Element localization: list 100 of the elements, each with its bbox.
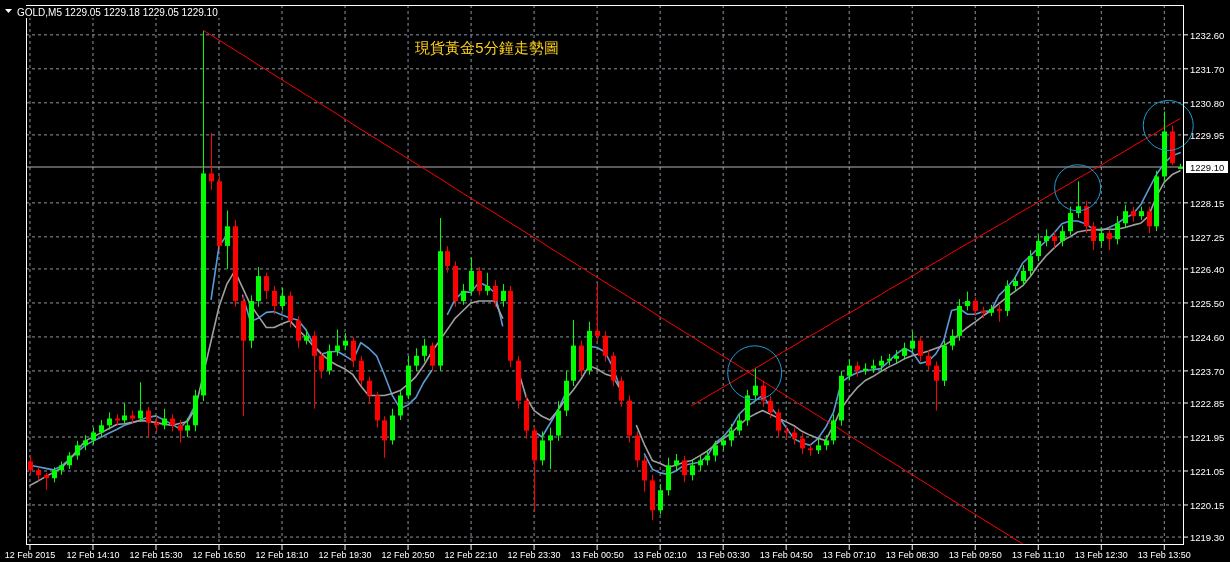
y-tick-label: 1221.05	[1190, 465, 1225, 477]
candlestick	[595, 283, 600, 342]
candlestick	[477, 266, 482, 296]
candlestick	[800, 432, 805, 455]
y-tick-label: 1225.50	[1190, 297, 1225, 309]
candlestick	[1099, 226, 1104, 247]
x-tick-label: 12 Feb 2015	[4, 550, 56, 560]
y-tick-label: 1223.70	[1190, 365, 1225, 377]
x-tick-label: 12 Feb 14:10	[66, 550, 120, 560]
candlestick	[1123, 204, 1128, 228]
y-tick-label: 1230.80	[1190, 97, 1225, 109]
candlestick	[209, 132, 214, 191]
candlestick	[319, 351, 324, 379]
candlestick	[115, 413, 120, 427]
candlestick	[926, 349, 931, 372]
candlestick	[414, 347, 419, 372]
candlestick	[28, 455, 33, 476]
candlestick	[501, 283, 506, 308]
candlestick	[264, 272, 269, 300]
x-tick-label: 12 Feb 23:30	[507, 550, 561, 560]
candlestick	[1060, 225, 1065, 247]
candlestick	[768, 394, 773, 419]
candlestick	[658, 483, 663, 515]
candlestick	[398, 389, 403, 421]
candlestick	[312, 330, 317, 410]
candlestick	[1107, 228, 1112, 251]
x-tick-label: 13 Feb 11:10	[1012, 550, 1065, 560]
candlestick	[469, 257, 474, 296]
x-tick-label: 12 Feb 18:10	[255, 550, 309, 560]
x-tick-label: 13 Feb 12:30	[1074, 550, 1128, 560]
candlestick	[965, 291, 970, 311]
x-tick-label: 13 Feb 03:30	[696, 550, 750, 560]
candlestick	[493, 279, 498, 308]
candlestick	[934, 360, 939, 412]
candlestick	[485, 272, 490, 296]
candlestick	[367, 376, 372, 404]
candlestick	[122, 402, 127, 425]
y-tick-label: 1220.15	[1190, 499, 1225, 511]
ref-line-label: 1229.10	[1190, 162, 1225, 173]
candlestick	[1115, 215, 1120, 245]
candlestick	[146, 406, 151, 438]
candlestick	[910, 330, 915, 353]
candlestick	[422, 338, 427, 362]
chart-subtitle: GOLD,M5 1229.05 1229.18 1229.05 1229.10	[17, 7, 219, 18]
candlestick	[351, 336, 356, 368]
candlestick	[973, 296, 978, 317]
candlestick	[225, 209, 230, 270]
x-tick-label: 12 Feb 20:50	[381, 550, 435, 560]
candlestick	[690, 459, 695, 481]
candlestick	[327, 343, 332, 376]
candlestick	[461, 283, 466, 306]
candlestick	[178, 419, 183, 444]
candlestick	[296, 315, 301, 349]
candlestick	[753, 368, 758, 402]
candlestick	[1021, 264, 1026, 287]
candlestick	[729, 423, 734, 447]
candlestick	[1068, 206, 1073, 236]
candlestick	[1091, 221, 1096, 251]
y-tick-label: 1228.15	[1190, 197, 1225, 209]
candlestick	[918, 336, 923, 362]
candlestick	[737, 413, 742, 436]
candlestick	[1084, 200, 1089, 234]
x-tick-label: 13 Feb 08:30	[885, 550, 939, 560]
candlestick	[335, 328, 340, 357]
candlestick	[831, 413, 836, 446]
y-tick-label: 1232.60	[1190, 29, 1225, 41]
x-tick-label: 12 Feb 16:50	[192, 550, 246, 560]
candlestick	[682, 455, 687, 483]
candlestick	[162, 408, 167, 430]
candlestick	[1028, 249, 1033, 278]
candlestick	[619, 376, 624, 408]
candlestick	[540, 430, 545, 466]
text: 現貨黃金5分鐘走勢圖	[415, 39, 559, 56]
candlestick	[1036, 234, 1041, 262]
x-tick-label: 13 Feb 07:10	[822, 550, 876, 560]
candlestick	[1147, 206, 1152, 234]
x-tick-label: 12 Feb 22:10	[444, 550, 498, 560]
x-tick-label: 12 Feb 15:30	[129, 550, 183, 560]
candlestick	[185, 417, 190, 438]
y-tick-label: 1227.25	[1190, 231, 1225, 243]
candlestick	[603, 330, 608, 362]
y-tick-label: 1231.70	[1190, 63, 1225, 75]
x-tick-label: 13 Feb 00:50	[570, 550, 624, 560]
x-tick-label: 13 Feb 13:50	[1137, 550, 1191, 560]
candlestick	[548, 427, 553, 470]
y-tick-label: 1226.40	[1190, 263, 1225, 275]
y-tick-label: 1222.85	[1190, 398, 1225, 410]
candlestick	[272, 285, 277, 315]
candlestick	[776, 408, 781, 438]
candlestick	[280, 287, 285, 311]
y-tick-label: 1229.95	[1190, 129, 1225, 141]
y-tick-label: 1219.30	[1190, 532, 1225, 544]
y-tick-label: 1224.60	[1190, 331, 1225, 343]
candlestick	[430, 342, 435, 372]
candlestick	[359, 355, 364, 387]
x-tick-label: 12 Feb 19:30	[318, 550, 372, 560]
candlestick	[713, 440, 718, 463]
y-tick-label: 1221.95	[1190, 432, 1225, 443]
candlestick	[847, 359, 852, 381]
candlestick	[642, 455, 647, 493]
